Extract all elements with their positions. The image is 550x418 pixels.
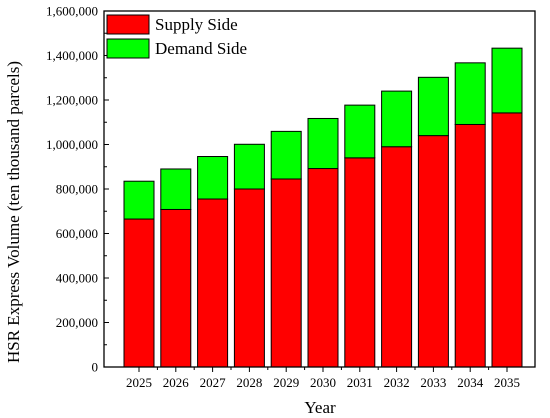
x-tick-label: 2027	[200, 375, 227, 390]
bar-supply-2032	[381, 146, 413, 368]
x-tick-label: 2034	[457, 375, 484, 390]
bar-demand-2030	[307, 117, 339, 170]
bar-supply-2028	[233, 188, 265, 368]
y-axis-title: HSR Express Volume (ten thousand parcels…	[4, 61, 23, 363]
y-tick-label: 600,000	[56, 226, 98, 241]
bar-demand-2025	[123, 180, 155, 220]
bar-demand-2027	[197, 156, 229, 200]
bar-demand-2028	[233, 143, 265, 190]
bar-demand-2034	[454, 62, 486, 125]
bar-demand-2033	[417, 76, 449, 137]
bar-demand-2031	[344, 104, 376, 159]
axes-layer: 0 200,000 400,000 600,000 800,000 1,000,000 1,…	[46, 4, 536, 390]
y-tick-label: 1,000,000	[46, 137, 98, 152]
bar-supply-2025	[123, 218, 155, 368]
x-tick-label: 2029	[273, 375, 299, 390]
bar-supply-2035	[491, 112, 523, 368]
y-tick-label: 0	[92, 360, 99, 375]
x-axis-title: Year	[304, 398, 336, 417]
bar-supply-2026	[160, 208, 192, 368]
x-tick-label: 2031	[347, 375, 373, 390]
bar-supply-2034	[454, 123, 486, 368]
bar-supply-2027	[197, 198, 229, 368]
x-tick-label: 2032	[384, 375, 410, 390]
x-tick-label: 2026	[163, 375, 190, 390]
bar-demand-2032	[381, 90, 413, 148]
legend-swatch-supply	[106, 14, 150, 35]
y-tick-label: 400,000	[56, 271, 98, 286]
x-tick-label: 2033	[420, 375, 446, 390]
legend-swatch-demand	[106, 38, 150, 59]
bar-supply-2029	[270, 178, 302, 368]
legend: Supply Side Demand Side	[106, 14, 247, 59]
bar-demand-2035	[491, 47, 523, 114]
legend-label-demand: Demand Side	[155, 39, 247, 58]
legend-label-supply: Supply Side	[155, 15, 238, 34]
bar-supply-2030	[307, 168, 339, 368]
x-tick-label: 2035	[494, 375, 520, 390]
bar-supply-2033	[417, 135, 449, 368]
y-tick-label: 200,000	[56, 315, 98, 330]
bar-demand-2029	[270, 130, 302, 180]
y-tick-label: 1,200,000	[46, 93, 98, 108]
bars-layer	[123, 47, 523, 368]
y-tick-label: 1,400,000	[46, 48, 98, 63]
y-tick-label: 800,000	[56, 182, 98, 197]
bar-supply-2031	[344, 157, 376, 368]
x-tick-label: 2030	[310, 375, 336, 390]
x-tick-label: 2028	[236, 375, 262, 390]
y-tick-label: 1,600,000	[46, 4, 98, 19]
x-tick-label: 2025	[126, 375, 152, 390]
bar-demand-2026	[160, 168, 192, 210]
